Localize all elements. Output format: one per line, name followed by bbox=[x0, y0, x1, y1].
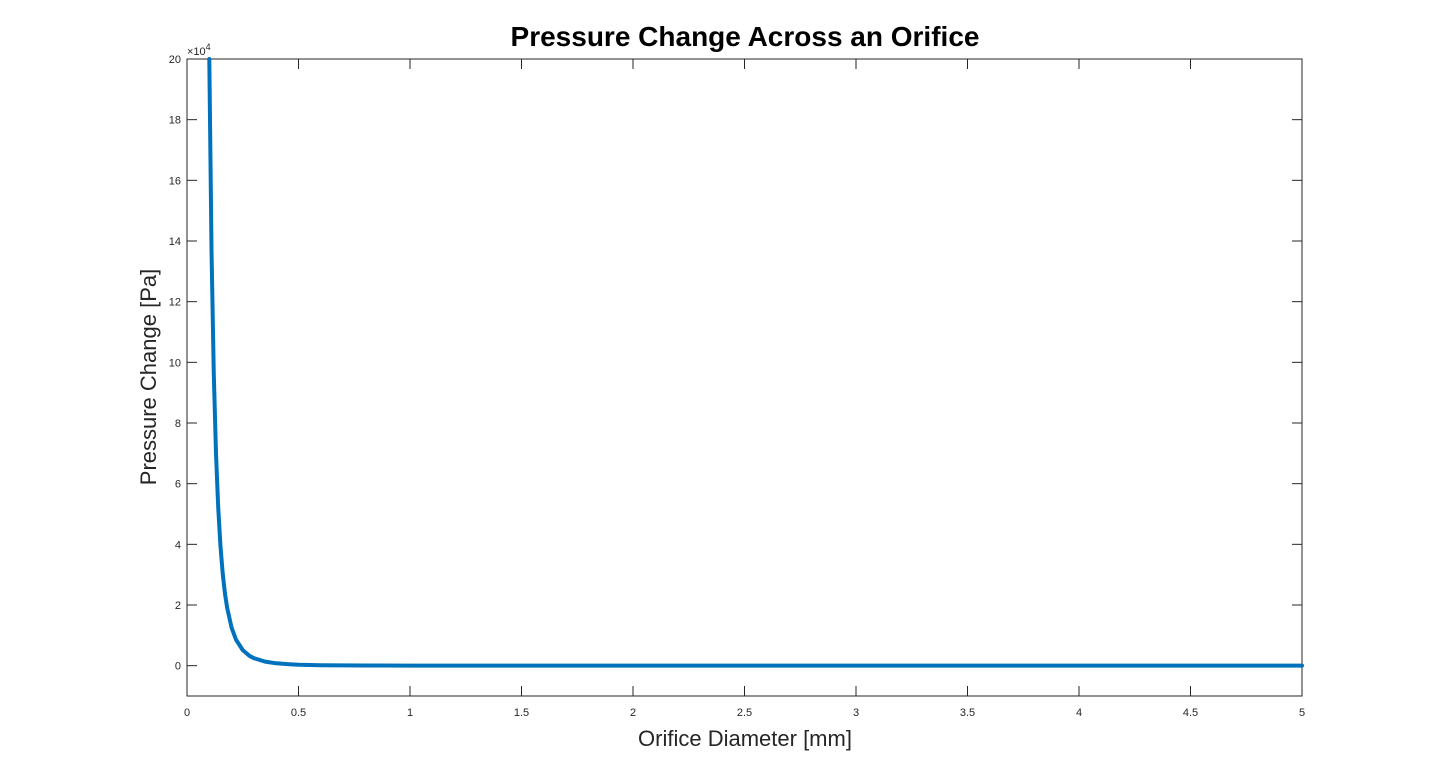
x-tick-label: 4.5 bbox=[1183, 707, 1198, 719]
y-axis: 0 2 4 6 8 10 12 14 16 18 20 bbox=[169, 54, 1302, 673]
x-tick-label: 1 bbox=[407, 707, 413, 719]
y-tick-label: 10 bbox=[169, 357, 181, 369]
x-tick-label: 3.5 bbox=[960, 707, 975, 719]
x-tick-label: 0 bbox=[184, 707, 190, 719]
y-axis-exponent-label: ×104 bbox=[187, 42, 211, 58]
x-tick-label: 4 bbox=[1076, 707, 1082, 719]
x-axis-label: Orifice Diameter [mm] bbox=[638, 726, 852, 751]
plot-area bbox=[186, 58, 1303, 697]
x-tick-label: 2 bbox=[630, 707, 636, 719]
x-axis: 0 0.5 1 1.5 2 2.5 3 3.5 4 4.5 5 bbox=[184, 59, 1305, 719]
y-scale-factor: ×10 bbox=[187, 46, 206, 58]
y-tick-label: 2 bbox=[175, 600, 181, 612]
series-layer bbox=[207, 57, 1304, 668]
x-tick-label: 0.5 bbox=[291, 707, 306, 719]
y-tick-label: 4 bbox=[175, 539, 181, 551]
y-tick-label: 18 bbox=[169, 115, 181, 127]
x-tick-label: 5 bbox=[1299, 707, 1305, 719]
y-scale-exponent: 4 bbox=[206, 42, 211, 52]
y-tick-label: 0 bbox=[175, 661, 181, 673]
x-tick-label: 2.5 bbox=[737, 707, 752, 719]
x-tick-label: 3 bbox=[853, 707, 859, 719]
y-tick-label: 6 bbox=[175, 479, 181, 491]
y-tick-label: 16 bbox=[169, 175, 181, 187]
y-tick-label: 20 bbox=[169, 54, 181, 66]
y-tick-label: 12 bbox=[169, 297, 181, 309]
y-tick-label: 14 bbox=[169, 236, 181, 248]
chart-title: Pressure Change Across an Orifice bbox=[511, 21, 980, 52]
y-axis-label: Pressure Change [Pa] bbox=[136, 269, 161, 485]
x-tick-label: 1.5 bbox=[514, 707, 529, 719]
y-tick-label: 8 bbox=[175, 418, 181, 430]
series-line bbox=[207, 57, 1304, 668]
